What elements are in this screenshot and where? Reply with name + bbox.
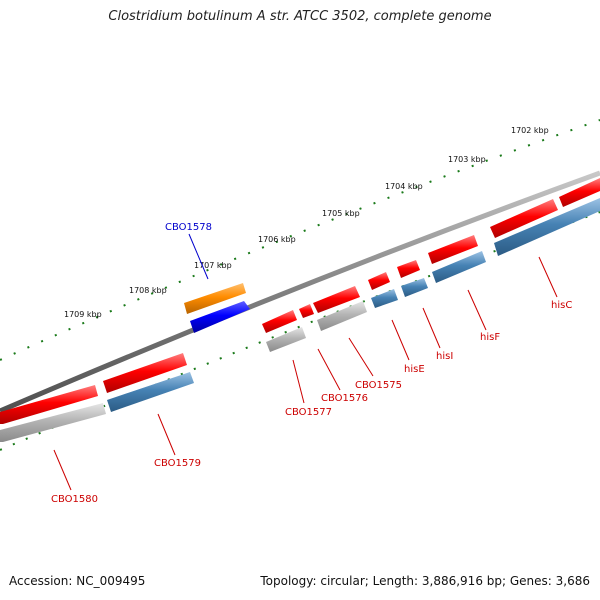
gene-block[interactable] [0, 403, 106, 442]
gene-block[interactable] [490, 199, 558, 238]
gene-label-cbo1576[interactable]: CBO1576 [321, 393, 368, 404]
gene-label-cbo1578[interactable]: CBO1578 [165, 222, 212, 233]
scale-label: 1702 kbp [511, 126, 549, 135]
scale-label: 1709 kbp [64, 310, 102, 319]
map-title: Clostridium botulinum A str. ATCC 3502, … [108, 9, 492, 24]
topology-text: Topology: circular; Length: 3,886,916 bp… [260, 574, 590, 588]
scale-label: 1708 kbp [129, 286, 167, 295]
gene-block[interactable] [494, 198, 600, 256]
reverse-strand-genes [0, 198, 600, 442]
gene-label-cbo1577[interactable]: CBO1577 [285, 407, 332, 418]
scale-label: 1706 kbp [258, 235, 296, 244]
gene-label-hisf[interactable]: hisF [480, 332, 500, 343]
gene-labels: CBO1578 CBO1579 CBO1580 CBO1577 CBO1576 … [51, 222, 572, 505]
gene-label-cbo1579[interactable]: CBO1579 [154, 458, 201, 469]
forward-strand-genes [0, 178, 600, 424]
gene-block[interactable] [0, 385, 98, 424]
scale-label: 1703 kbp [448, 155, 486, 164]
gene-block[interactable] [317, 301, 367, 331]
accession-text: Accession: NC_009495 [9, 574, 146, 588]
gene-label-hisi[interactable]: hisI [436, 351, 453, 362]
gene-block[interactable] [299, 304, 314, 318]
scale-label: 1704 kbp [385, 182, 423, 191]
gene-block[interactable] [103, 353, 187, 393]
gene-label-hisc[interactable]: hisC [551, 300, 572, 311]
label-leader-lines [53, 233, 558, 491]
gene-block[interactable] [107, 372, 194, 412]
genome-backbone [0, 170, 600, 414]
gene-block[interactable] [368, 272, 390, 290]
gene-label-hise[interactable]: hisE [404, 364, 425, 375]
scale-label: 1705 kbp [322, 209, 360, 218]
gene-block[interactable] [313, 286, 360, 313]
scale-labels: 1709 kbp 1708 kbp 1707 kbp 1706 kbp 1705… [64, 126, 549, 319]
gene-block[interactable] [262, 310, 297, 333]
gene-block[interactable] [266, 327, 306, 352]
gene-block[interactable] [559, 178, 600, 207]
gene-block[interactable] [401, 278, 428, 297]
gene-block[interactable] [432, 251, 486, 283]
gene-block[interactable] [397, 260, 420, 278]
gene-label-cbo1575[interactable]: CBO1575 [355, 380, 402, 391]
gene-block[interactable] [428, 235, 478, 264]
scale-track-outer [0, 119, 600, 361]
gene-cbo1578[interactable] [184, 283, 250, 333]
scale-label: 1707 kbp [194, 261, 232, 270]
gene-label-cbo1580[interactable]: CBO1580 [51, 494, 98, 505]
gene-block[interactable] [371, 289, 398, 308]
